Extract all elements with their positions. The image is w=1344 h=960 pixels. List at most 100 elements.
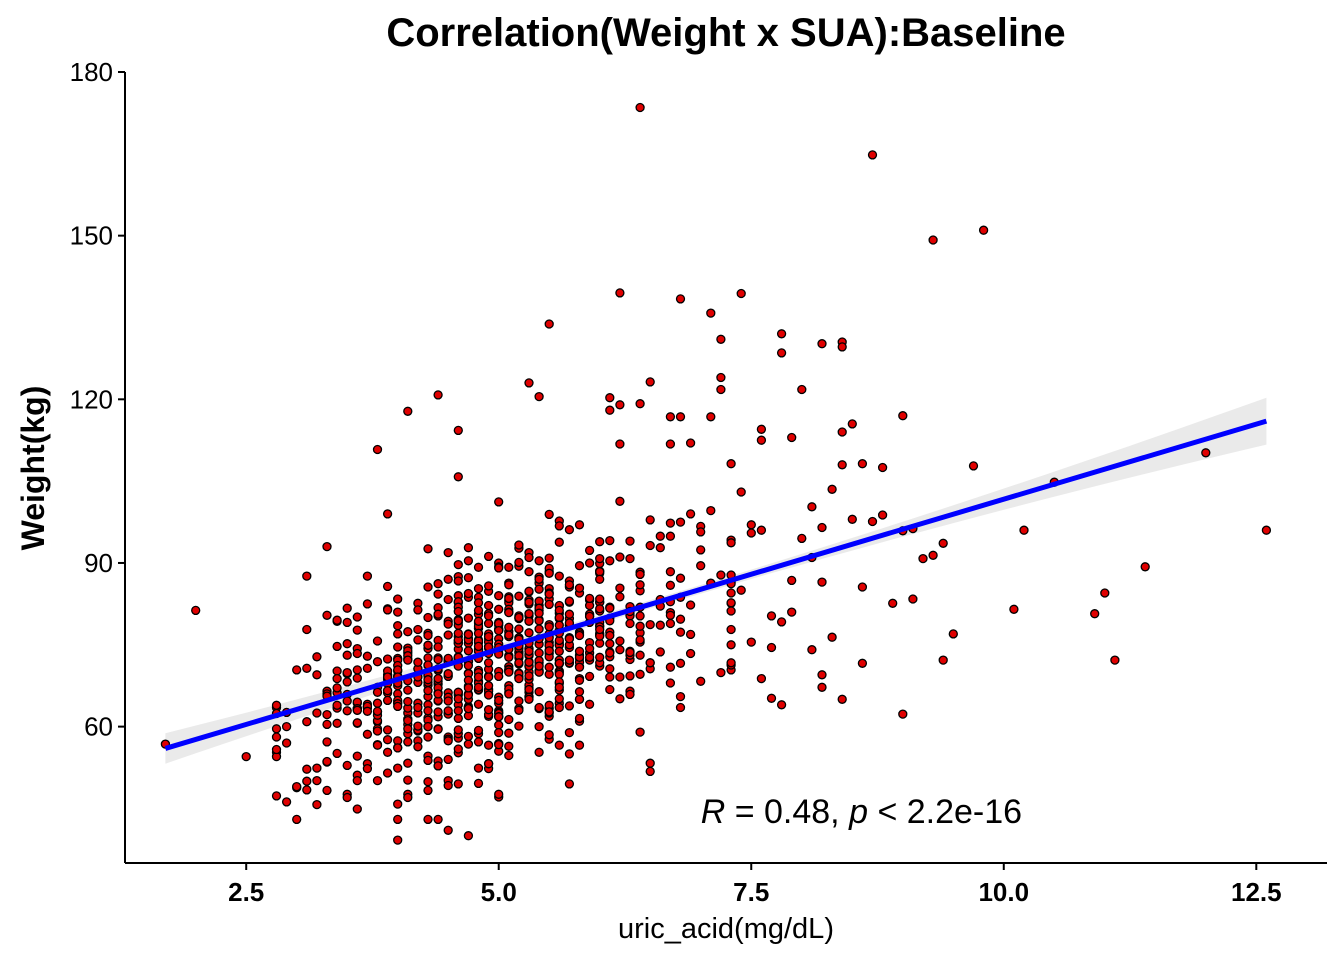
data-point [655,647,665,657]
data-point [615,636,625,646]
data-point [453,628,463,638]
data-point [625,553,635,564]
data-point [645,619,655,630]
data-point [615,672,625,682]
data-point [726,624,736,635]
data-point [372,636,383,646]
data-point [403,655,413,665]
data-point [494,727,504,738]
data-point [372,726,383,736]
data-point [281,721,292,732]
data-point [342,760,352,771]
data-point [433,707,443,717]
data-point [615,645,625,655]
data-point [514,624,524,634]
data-point [302,776,312,786]
data-point [837,427,847,437]
data-point [776,329,787,339]
data-point [675,614,686,624]
data-point [423,721,433,732]
data-point [1100,588,1110,598]
data-point [544,730,554,740]
data-point [544,599,554,610]
data-point [443,825,453,835]
data-point [615,400,625,410]
data-point [271,744,282,755]
data-point [332,641,342,652]
data-point [524,378,534,388]
data-point [453,559,463,570]
data-point [362,729,373,739]
data-point [483,581,494,591]
data-point [494,671,504,682]
x-axis-title: uric_acid(mg/dL) [618,913,834,945]
data-point [423,640,433,650]
data-point [655,543,665,553]
data-point [584,699,595,709]
data-point [362,663,373,673]
data-point [433,589,443,599]
data-point [564,749,575,759]
data-point [615,583,625,593]
data-point [726,459,736,469]
data-point [312,763,322,773]
data-point [817,522,827,533]
data-point [281,797,292,807]
data-point [494,563,504,573]
data-point [938,655,948,665]
data-point [494,695,504,706]
chart-title: Correlation(Weight x SUA):Baseline [386,11,1065,55]
data-point [423,814,433,825]
data-point [362,763,373,774]
data-point [857,582,868,592]
data-point [403,696,413,707]
data-point [463,739,474,749]
data-point [423,706,433,716]
data-point [292,665,302,675]
data-point [423,675,433,685]
data-point [342,650,352,660]
r-value: = 0.48, [725,793,849,831]
data-point [423,582,433,592]
data-point [787,432,797,443]
data-point [403,715,413,726]
data-point [554,702,564,713]
data-point [574,583,585,593]
data-point [524,567,534,577]
data-point [696,561,706,571]
data-point [524,646,534,656]
data-point [423,732,433,742]
data-point [867,516,878,527]
data-point [605,648,615,658]
data-point [615,694,625,704]
data-point [312,799,322,810]
data-point [302,785,312,795]
data-point [1201,448,1211,458]
data-point [817,339,827,349]
data-point [625,671,635,681]
data-point [574,694,585,704]
data-point [726,606,736,616]
data-point [655,620,665,630]
data-point [534,574,544,584]
x-tick-label: 10.0 [978,877,1029,907]
data-point [433,689,443,699]
data-point [584,671,595,682]
data-point [756,673,767,684]
data-point [332,673,342,684]
data-point [1140,562,1150,572]
data-point [685,509,696,519]
data-point [574,713,585,724]
data-point [352,625,362,635]
data-point [403,758,413,768]
data-point [504,622,514,632]
data-point [716,372,726,383]
data-point [514,658,524,668]
data-point [342,792,352,803]
data-point [534,648,544,658]
data-point [372,444,383,455]
data-point [332,666,342,676]
data-point [514,591,524,601]
data-point [413,605,423,615]
data-point [605,393,615,403]
